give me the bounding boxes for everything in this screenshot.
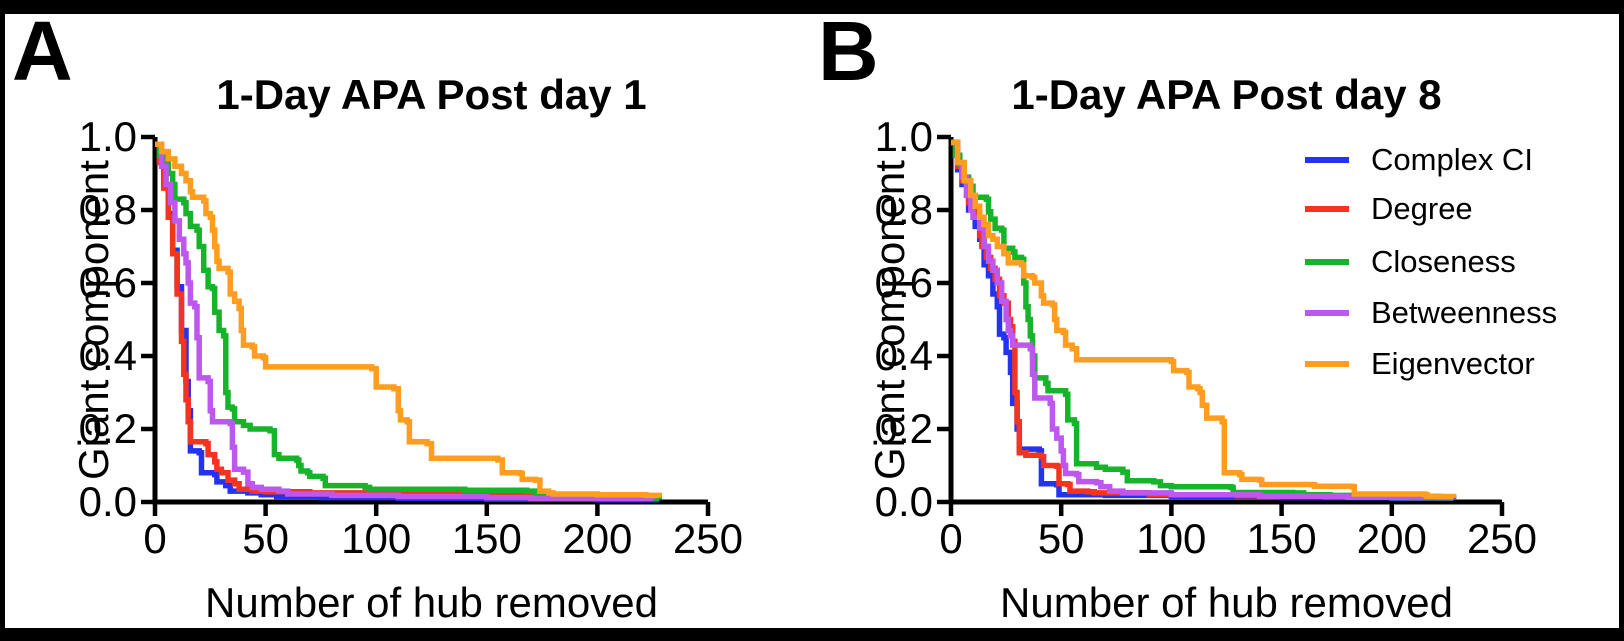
legend-label: Betweenness (1371, 295, 1558, 330)
y-tick-label: 0.6 (78, 259, 137, 306)
legend-item-degree: Degree (1305, 191, 1473, 227)
eigenvector-line (155, 141, 663, 499)
panel-b-plot (937, 134, 1505, 516)
panel-a-y-axis-label: Giant component (70, 160, 117, 480)
x-tick-label: 200 (1356, 515, 1427, 562)
legend-item-complex-ci: Complex CI (1305, 142, 1533, 178)
y-tick-label: 0.6 (874, 259, 933, 306)
legend-label: Eigenvector (1371, 346, 1535, 381)
y-tick-label: 0.0 (874, 478, 933, 525)
frame-border-right (1619, 0, 1624, 641)
frame-border-top (0, 0, 1624, 14)
legend-label: Complex CI (1371, 142, 1533, 177)
panel-a-title: 1-Day APA Post day 1 (216, 71, 647, 118)
legend-swatch-degree (1305, 206, 1349, 212)
legend-item-betweenness: Betweenness (1305, 295, 1557, 331)
frame-border-left (0, 0, 5, 641)
panel-b-y-axis-label: Giant component (866, 160, 913, 480)
eigenvector-line (951, 139, 1457, 500)
y-tick-label: 1.0 (874, 113, 933, 160)
x-tick-label: 50 (242, 515, 289, 562)
frame-border-bottom (0, 628, 1624, 641)
degree-line (951, 139, 1457, 501)
x-tick-label: 100 (1136, 515, 1207, 562)
x-tick-label: 250 (1466, 515, 1538, 562)
x-tick-label: 0 (143, 515, 167, 562)
legend-item-eigenvector: Eigenvector (1305, 346, 1535, 382)
y-tick-label: 0.0 (78, 478, 137, 525)
y-tick-label: 0.8 (874, 186, 933, 233)
x-tick-label: 50 (1037, 515, 1085, 562)
legend-label: Closeness (1371, 244, 1516, 279)
x-tick-label: 150 (1246, 515, 1317, 562)
legend-swatch-complex-ci (1305, 157, 1349, 163)
x-tick-label: 250 (672, 515, 744, 562)
legend-swatch-betweenness (1305, 310, 1349, 316)
x-tick-label: 0 (939, 515, 963, 562)
y-tick-label: 0.8 (78, 186, 137, 233)
betweenness-line (155, 141, 656, 502)
y-tick-label: 0.2 (874, 405, 933, 452)
x-tick-label: 200 (562, 515, 633, 562)
y-tick-label: 0.4 (874, 332, 933, 379)
x-tick-label: 150 (451, 515, 522, 562)
panel-a-x-axis-label: Number of hub removed (205, 579, 658, 626)
panel-b-label: B (818, 4, 879, 98)
panel-a-label: A (12, 4, 73, 98)
panel-b-title: 1-Day APA Post day 8 (1011, 71, 1442, 118)
legend-item-closeness: Closeness (1305, 244, 1516, 280)
legend-label: Degree (1371, 191, 1473, 226)
panel-a-plot (141, 134, 711, 516)
legend-swatch-eigenvector (1305, 361, 1349, 367)
y-tick-label: 1.0 (78, 113, 137, 160)
y-tick-label: 0.4 (78, 332, 137, 379)
y-tick-label: 0.2 (78, 405, 137, 452)
panel-b-x-axis-label: Number of hub removed (1000, 579, 1453, 626)
betweenness-line (951, 139, 1457, 501)
x-tick-label: 100 (341, 515, 412, 562)
legend-swatch-closeness (1305, 259, 1349, 265)
